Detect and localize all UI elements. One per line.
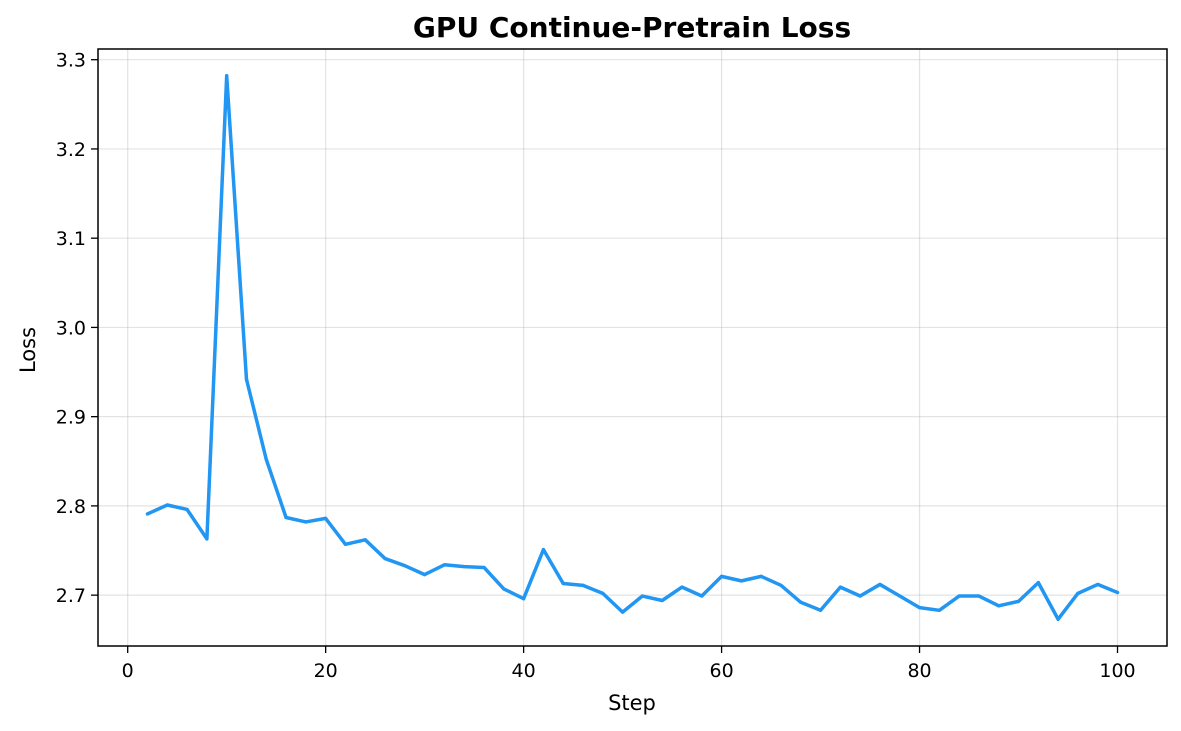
loss-data-point <box>1096 582 1100 587</box>
y-tick-label: 3.0 <box>56 317 86 339</box>
loss-data-point <box>363 538 367 542</box>
loss-data-point <box>621 610 625 614</box>
loss-data-point <box>561 581 565 586</box>
loss-data-point <box>700 594 704 598</box>
loss-data-point <box>324 516 328 520</box>
loss-data-point <box>1115 590 1120 595</box>
loss-data-point <box>1016 599 1021 603</box>
x-tick-label: 20 <box>314 660 338 682</box>
loss-data-point <box>1056 617 1060 621</box>
loss-data-point <box>284 515 288 520</box>
loss-data-point <box>818 608 823 612</box>
loss-data-point <box>898 594 902 598</box>
loss-data-point <box>205 537 209 541</box>
y-tick-label: 2.8 <box>56 496 86 518</box>
loss-data-point <box>799 600 803 604</box>
loss-data-point <box>977 594 981 598</box>
loss-data-point <box>403 564 407 568</box>
x-axis-label: Step <box>608 691 656 715</box>
loss-data-point <box>264 457 268 462</box>
loss-data-point <box>937 608 941 612</box>
grid <box>98 49 1167 646</box>
loss-data-point <box>522 597 526 601</box>
loss-data-point <box>601 591 605 595</box>
x-tick-label: 80 <box>907 660 931 682</box>
ticks: 0 20 40 60 80 100 2.7 2.8 2.9 3.0 3.1 3.2 3.3 <box>56 50 1136 682</box>
loss-data-point <box>779 583 783 587</box>
loss-data-point <box>482 565 486 570</box>
y-tick-label: 3.2 <box>56 139 86 161</box>
loss-data-point <box>660 598 664 603</box>
y-axis-label: Loss <box>16 327 40 373</box>
loss-data-point <box>244 377 249 381</box>
plot-frame <box>97 48 1168 647</box>
loss-data-point <box>304 520 308 524</box>
x-tick-label: 100 <box>1099 660 1135 682</box>
loss-data-point <box>343 542 348 546</box>
loss-data-point <box>225 74 229 78</box>
loss-data-point <box>997 604 1001 608</box>
chart-title: GPU Continue-Pretrain Loss <box>413 11 851 44</box>
loss-data-point <box>719 574 724 578</box>
loss-data-point <box>680 585 684 589</box>
loss-data-point <box>759 574 763 578</box>
loss-data-point <box>442 563 447 567</box>
loss-data-point <box>838 585 842 589</box>
loss-data-point <box>957 594 961 598</box>
loss-series-line <box>145 74 1120 621</box>
loss-data-point <box>383 556 387 561</box>
loss-data-point <box>165 503 169 507</box>
x-tick-label: 0 <box>122 660 134 682</box>
loss-data-point <box>917 606 922 610</box>
loss-data-point <box>423 573 427 577</box>
y-tick-label: 3.3 <box>56 50 86 72</box>
loss-data-point <box>640 594 645 598</box>
loss-data-point <box>462 564 466 569</box>
series-layer <box>145 74 1120 621</box>
loss-data-point <box>581 583 585 587</box>
loss-data-point <box>739 579 743 583</box>
x-tick-label: 60 <box>709 660 733 682</box>
loss-data-point <box>1076 591 1080 595</box>
loss-data-point <box>185 507 189 512</box>
loss-data-point <box>502 587 506 591</box>
x-tick-label: 40 <box>512 660 536 682</box>
loss-data-point <box>541 548 546 552</box>
y-tick-label: 2.7 <box>56 585 86 607</box>
loss-data-point <box>1036 581 1040 585</box>
loss-data-point <box>145 512 150 516</box>
loss-data-point <box>878 582 882 587</box>
loss-data-point <box>858 594 862 598</box>
y-tick-label: 2.9 <box>56 407 86 429</box>
y-tick-label: 3.1 <box>56 228 86 250</box>
